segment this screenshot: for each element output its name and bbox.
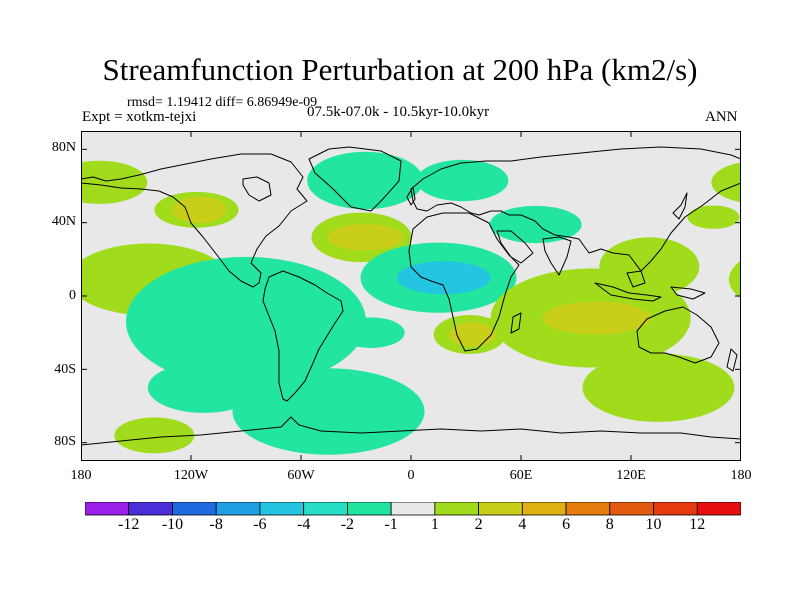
colorbar-swatch: [696, 502, 741, 516]
antarctica-coastline: [81, 416, 741, 446]
experiment-text: Expt = xotkm-tejxi: [82, 109, 197, 125]
negative-anomaly-region-core: [396, 261, 491, 295]
positive-anomaly-region: [582, 353, 735, 422]
negative-anomaly-region: [126, 256, 366, 387]
lon-tick-label: 0: [407, 468, 415, 483]
uk-coastline: [406, 186, 416, 206]
colorbar-label: -6: [253, 516, 267, 533]
borneo-coastline: [626, 270, 646, 288]
colorbar-label: -1: [384, 516, 398, 533]
negative-anomaly-region: [336, 317, 405, 348]
colorbar-label: 8: [605, 516, 614, 533]
south-america-coastline: [262, 270, 344, 402]
madagascar-coastline: [510, 312, 522, 334]
stats-text: rmsd= 1.19412 diff= 6.86949e-09: [127, 95, 318, 110]
negative-anomaly-region: [147, 362, 260, 413]
colorbar-swatch: [521, 502, 567, 516]
arabia-coastline: [496, 230, 534, 264]
positive-anomaly-region-wrap: [728, 260, 741, 299]
indonesia-coastline: [594, 282, 662, 302]
india-coastline: [542, 236, 572, 276]
colorbar-label: 1: [430, 516, 439, 533]
lon-tick-label: 120E: [616, 468, 646, 483]
positive-anomaly-region: [599, 237, 700, 296]
colorbar-label: 2: [474, 516, 483, 533]
colorbar-swatch: [346, 502, 392, 516]
colorbar-label: 12: [689, 516, 706, 533]
hudson-bay-coastline: [242, 176, 272, 202]
new-zealand-coastline: [726, 348, 738, 372]
positive-anomaly-region-wrap: [81, 165, 103, 185]
lat-tick-label: 0: [69, 288, 76, 303]
colorbar-label: 10: [645, 516, 662, 533]
negative-anomaly-region: [232, 368, 425, 455]
colorbar-swatch: [128, 502, 173, 516]
colorbar-label: 6: [562, 516, 571, 533]
positive-anomaly-region: [114, 417, 195, 454]
positive-anomaly-region-core: [172, 196, 227, 224]
new-guinea-coastline: [670, 286, 706, 300]
colorbar-label: -8: [209, 516, 223, 533]
africa-coastline: [408, 212, 520, 352]
colorbar-label: -12: [118, 516, 140, 533]
colorbar-swatch: [609, 502, 654, 516]
lat-tick-label: 40N: [51, 214, 76, 229]
lat-tick-label: 80S: [54, 434, 76, 449]
positive-anomaly-region: [687, 205, 740, 229]
lon-tick-label: 60E: [509, 468, 533, 483]
lon-tick-label: 180: [730, 468, 752, 483]
lon-tick-label: 180: [70, 468, 92, 483]
japan-coastline: [672, 192, 688, 220]
axis-ticks: [81, 131, 741, 461]
negative-anomaly-region: [489, 205, 582, 244]
coastlines: [81, 146, 741, 446]
season-label: ANN: [705, 109, 738, 125]
greenland-coastline: [308, 146, 402, 212]
north-america-coastline: [81, 153, 308, 288]
negative-anomaly-region: [416, 159, 509, 202]
colorbar-label: -4: [297, 516, 311, 533]
colorbar-swatch: [565, 502, 611, 516]
colorbar-label: -2: [340, 516, 355, 533]
eurasia-coastline: [410, 146, 741, 272]
positive-anomaly-region: [719, 165, 741, 185]
lon-tick-label: 120W: [173, 468, 209, 483]
negative-anomaly-region: [307, 151, 424, 210]
colorbar-swatch: [85, 502, 130, 516]
colorbar-label: 4: [518, 516, 527, 533]
colorbar-swatch: [215, 502, 261, 516]
lat-tick-label: 80N: [51, 140, 76, 155]
chart-title: Streamfunction Perturbation at 200 hPa (…: [102, 52, 698, 87]
colorbar-swatch: [259, 502, 305, 516]
colorbar-swatch: [303, 502, 348, 516]
positive-anomaly-region-core: [327, 224, 404, 251]
streamfunction-map: [81, 131, 741, 461]
lon-tick-label: 60W: [287, 468, 315, 483]
colorbar: [85, 502, 741, 516]
period-text: 07.5k-07.0k - 10.5kyr-10.0kyr: [307, 104, 490, 120]
positive-anomaly-region-core: [542, 301, 651, 335]
colorbar-label: -10: [161, 516, 184, 533]
positive-anomaly-region-core: [448, 322, 496, 347]
colorbar-swatch: [434, 502, 479, 516]
colorbar-swatch: [478, 502, 523, 516]
lat-tick-label: 40S: [54, 362, 76, 377]
colorbar-swatch: [653, 502, 698, 516]
colorbar-swatch: [172, 502, 217, 516]
colorbar-swatch: [390, 502, 436, 516]
australia-coastline: [636, 306, 720, 364]
